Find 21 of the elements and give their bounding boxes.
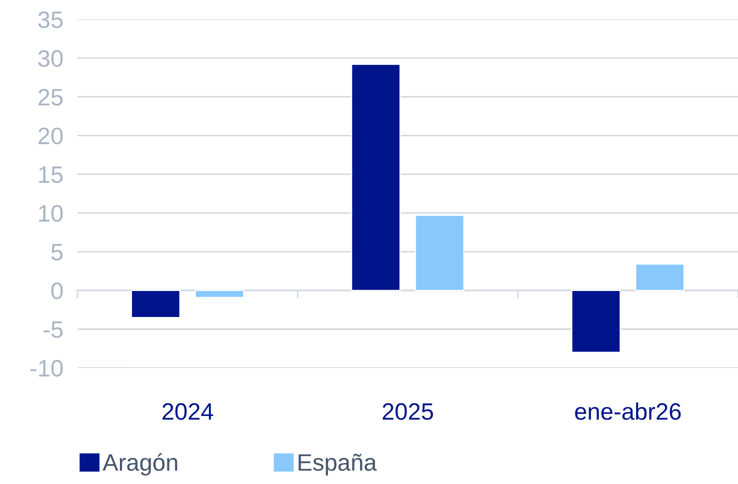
y-tick-label: 10 — [39, 205, 63, 222]
y-tick-label: 35 — [38, 11, 63, 28]
x-tick-label: 2024 — [162, 403, 214, 420]
y-tick-label: 30 — [38, 50, 63, 67]
y-tick-label: -5 — [44, 321, 63, 338]
y-tick-label: 25 — [38, 88, 63, 106]
bar — [194, 290, 244, 298]
legend-label: España — [298, 454, 377, 476]
x-tick-label: 2025 — [382, 403, 434, 420]
bar — [351, 64, 401, 291]
legend-label: Aragón — [102, 453, 178, 476]
bar — [414, 214, 464, 291]
y-tick-label: 20 — [38, 128, 63, 144]
y-tick-label: 15 — [39, 166, 63, 184]
bar — [571, 290, 621, 353]
bar — [130, 290, 180, 318]
y-tick-label: 0 — [51, 282, 63, 300]
x-tick-label: ene-abr26 — [575, 402, 681, 420]
y-tick-label: -10 — [30, 360, 63, 377]
bar — [635, 264, 685, 291]
y-tick-label: 5 — [51, 244, 63, 260]
